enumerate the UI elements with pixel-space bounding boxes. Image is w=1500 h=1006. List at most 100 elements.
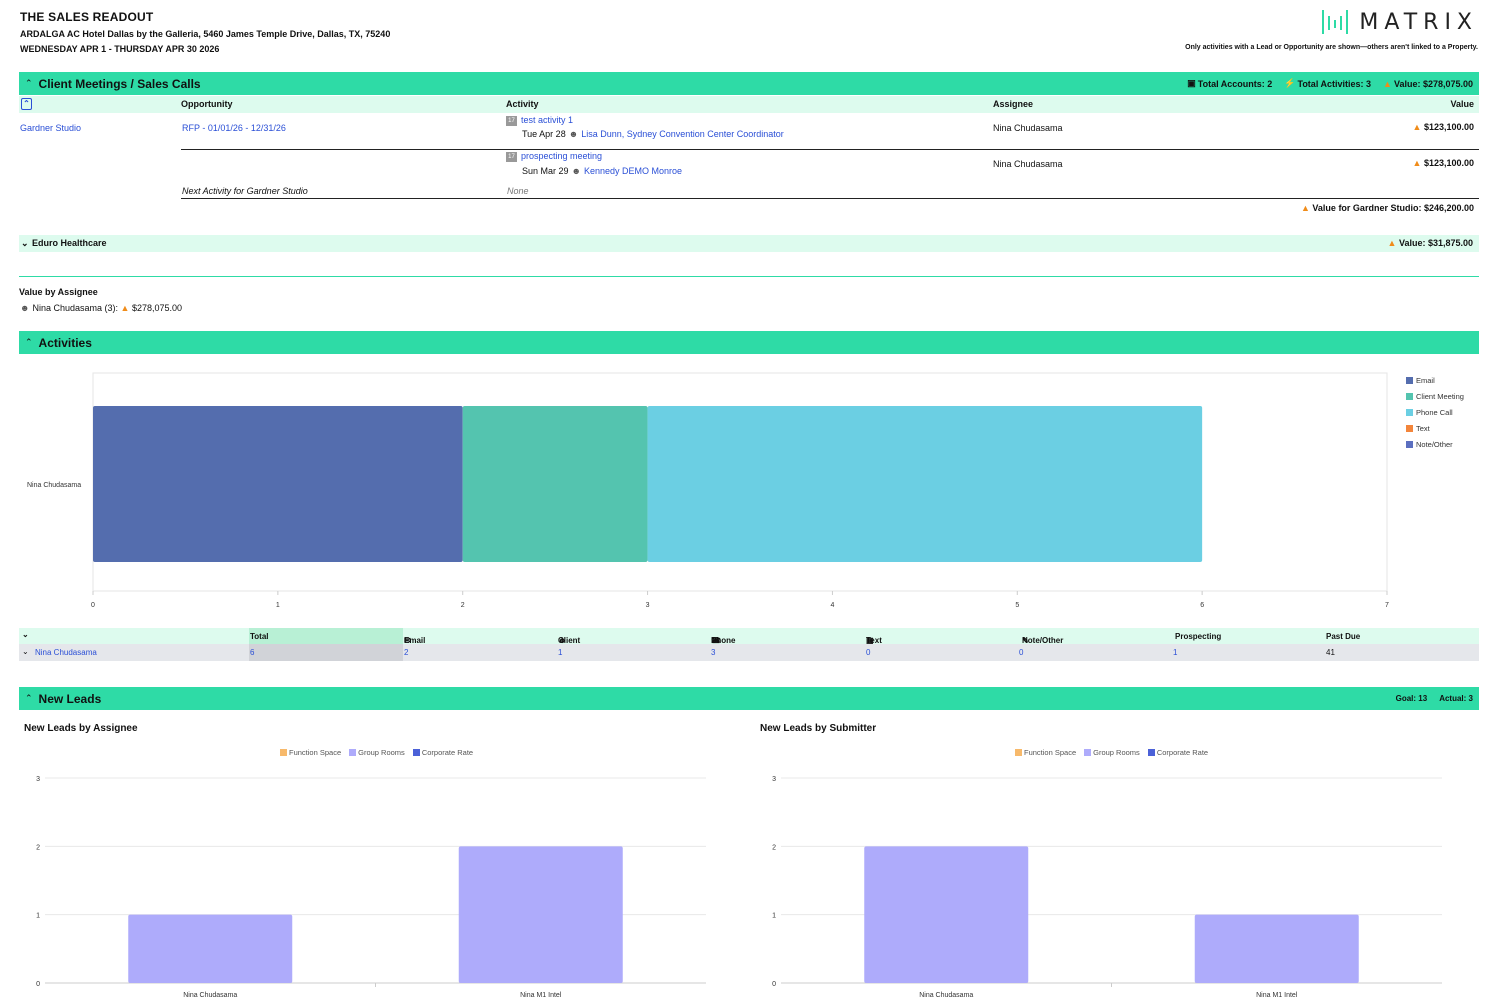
chevron-down-icon[interactable]: ⌄ [22, 630, 29, 639]
legend-client-meeting[interactable]: Client Meeting [1406, 388, 1464, 404]
activities-section-title: Activities [38, 335, 92, 350]
people-icon: ☻ [558, 636, 567, 645]
legend-swatch [1015, 749, 1022, 756]
activity-row-1: 17 test activity 1 [506, 115, 573, 126]
total-cell-highlight [249, 644, 403, 661]
account-row-eduro[interactable]: ⌄ Eduro Healthcare ▲ Value: $31,875.00 [19, 235, 1479, 252]
x-category-label: Nina M1 Intel [1256, 992, 1298, 999]
legend-email[interactable]: Email [1406, 372, 1464, 388]
date-range: WEDNESDAY APR 1 - THURSDAY APR 30 2026 [20, 44, 220, 54]
chevron-up-icon[interactable]: ⌃ [25, 337, 33, 347]
past-due-count: 41 [1326, 648, 1335, 657]
assignee-link[interactable]: Nina Chudasama [35, 648, 97, 657]
next-activity-label: Next Activity for Gardner Studio [182, 186, 308, 196]
opportunity-link[interactable]: RFP - 01/01/26 - 12/31/26 [182, 123, 286, 133]
legend-group-rooms[interactable]: Group Rooms [1084, 748, 1140, 757]
col-activity: Activity [506, 99, 539, 109]
legend-swatch [1147, 749, 1155, 756]
col-total[interactable]: Total [250, 632, 269, 641]
money-bag-icon: ▲ [1383, 78, 1392, 89]
value-cell: ▲ $123,100.00 [1412, 158, 1475, 168]
legend-swatch [412, 749, 420, 756]
legend-swatch [1406, 440, 1413, 448]
legend-function-space[interactable]: Function Space [1015, 748, 1076, 757]
account-link-gardner[interactable]: Gardner Studio [20, 123, 82, 133]
activity-link[interactable]: test activity 1 [521, 115, 574, 125]
leads-by-assignee-title: New Leads by Assignee [24, 723, 138, 734]
y-tick-label: 1 [36, 913, 40, 920]
col-opportunity: Opportunity [181, 99, 233, 109]
building-icon: ▣ [1187, 78, 1196, 88]
leads-section-title: New Leads [38, 691, 102, 706]
x-tick-label: 6 [1200, 602, 1204, 609]
assignee-cell: Nina Chudasama [993, 123, 1063, 133]
activity-detail-1: Tue Apr 28 ☻ Lisa Dunn, Sydney Convention … [522, 129, 784, 139]
money-bag-icon: ▲ [1387, 238, 1397, 248]
contact-link[interactable]: Kennedy DEMO Monroe [584, 166, 683, 176]
person-icon: ☻ [571, 166, 582, 176]
y-tick-label: 3 [772, 776, 776, 783]
activity-link[interactable]: prospecting meeting [521, 151, 603, 161]
next-activity-value: None [507, 186, 529, 196]
activity-detail-2: Sun Mar 29 ☻ Kennedy DEMO Monroe [522, 166, 682, 176]
meetings-column-header: ⌃ Opportunity Activity Assignee Value [19, 96, 1479, 113]
lightning-icon: ⚡ [1284, 78, 1296, 88]
legend-swatch [1084, 749, 1092, 756]
account-value-eduro: ▲ Value: $31,875.00 [1387, 238, 1474, 248]
col-value: Value [1450, 99, 1474, 109]
email-count[interactable]: 2 [404, 648, 409, 657]
person-icon: ☻ [568, 129, 579, 139]
legend-note-other[interactable]: Note/Other [1406, 436, 1464, 452]
col-prospecting[interactable]: Prospecting [1175, 632, 1222, 641]
activity-summary-row: ⌄ Nina Chudasama 6 2 1 3 0 0 1 41 [19, 644, 1479, 661]
total-accounts-stat: ▣ Total Accounts: 2 [1187, 78, 1273, 89]
grid-icon: ▦ [866, 636, 874, 645]
x-category-label: Nina M1 Intel [520, 992, 562, 999]
client-meeting-count[interactable]: 1 [558, 648, 563, 657]
leads-goal: Goal: 13 [1395, 694, 1428, 703]
legend-swatch [349, 749, 357, 756]
col-past-due[interactable]: Past Due [1326, 632, 1361, 641]
chevron-up-icon[interactable]: ⌃ [25, 693, 33, 703]
matrix-logo-icon [1322, 10, 1349, 34]
contact-link[interactable]: Lisa Dunn, Sydney Convention Center Coor… [581, 129, 784, 139]
x-category-label: Nina Chudasama [183, 992, 237, 999]
envelope-icon: ✉ [404, 636, 411, 645]
y-tick-label: 3 [36, 776, 40, 783]
legend-swatch [1406, 376, 1413, 384]
text-count[interactable]: 0 [866, 648, 871, 657]
legend-function-space[interactable]: Function Space [280, 748, 341, 757]
money-bag-icon: ▲ [120, 303, 130, 313]
x-tick-label: 3 [646, 602, 650, 609]
y-tick-label: 0 [36, 981, 40, 988]
leads-section-header[interactable]: ⌃ New Leads Goal: 13 Actual: 3 [19, 687, 1479, 710]
activity-bar-phone-call [647, 406, 1203, 562]
legend-corporate-rate[interactable]: Corporate Rate [1147, 748, 1208, 757]
legend-group-rooms[interactable]: Group Rooms [349, 748, 405, 757]
leads-submitter-legend: Function Space Group Rooms Corporate Rat… [1015, 748, 1208, 757]
disclaimer: Only activities with a Lead or Opportuni… [1185, 44, 1478, 51]
total-count[interactable]: 6 [250, 648, 255, 657]
calendar-icon: 17 [506, 151, 517, 162]
activities-section-header[interactable]: ⌃ Activities [19, 331, 1479, 354]
x-tick-label: 4 [830, 602, 834, 609]
meetings-section-header[interactable]: ⌃ Client Meetings / Sales Calls ▣ Total A… [19, 72, 1479, 95]
total-activities-stat: ⚡ Total Activities: 3 [1284, 78, 1372, 89]
prospecting-count[interactable]: 1 [1173, 648, 1178, 657]
legend-phone-call[interactable]: Phone Call [1406, 404, 1464, 420]
phone-call-count[interactable]: 3 [711, 648, 716, 657]
chevron-down-icon[interactable]: ⌄ [21, 238, 29, 248]
collapse-all-button[interactable]: ⌃ [21, 98, 32, 110]
note-other-count[interactable]: 0 [1019, 648, 1024, 657]
activity-summary-header: ⌄ Total ✉ Email ☻ Client Meeting ☎ Phone… [19, 628, 1479, 654]
legend-text[interactable]: Text [1406, 420, 1464, 436]
chevron-up-icon[interactable]: ⌃ [25, 78, 33, 88]
chevron-down-icon[interactable]: ⌄ [22, 647, 29, 656]
activity-bar-email [93, 406, 463, 562]
meetings-section-title: Client Meetings / Sales Calls [38, 76, 201, 91]
y-tick-label: 2 [772, 844, 776, 851]
account-total: ▲ Value for Gardner Studio: $246,200.00 [1300, 203, 1474, 213]
legend-corporate-rate[interactable]: Corporate Rate [412, 748, 473, 757]
row-divider [181, 198, 1479, 199]
x-tick-label: 5 [1015, 602, 1019, 609]
